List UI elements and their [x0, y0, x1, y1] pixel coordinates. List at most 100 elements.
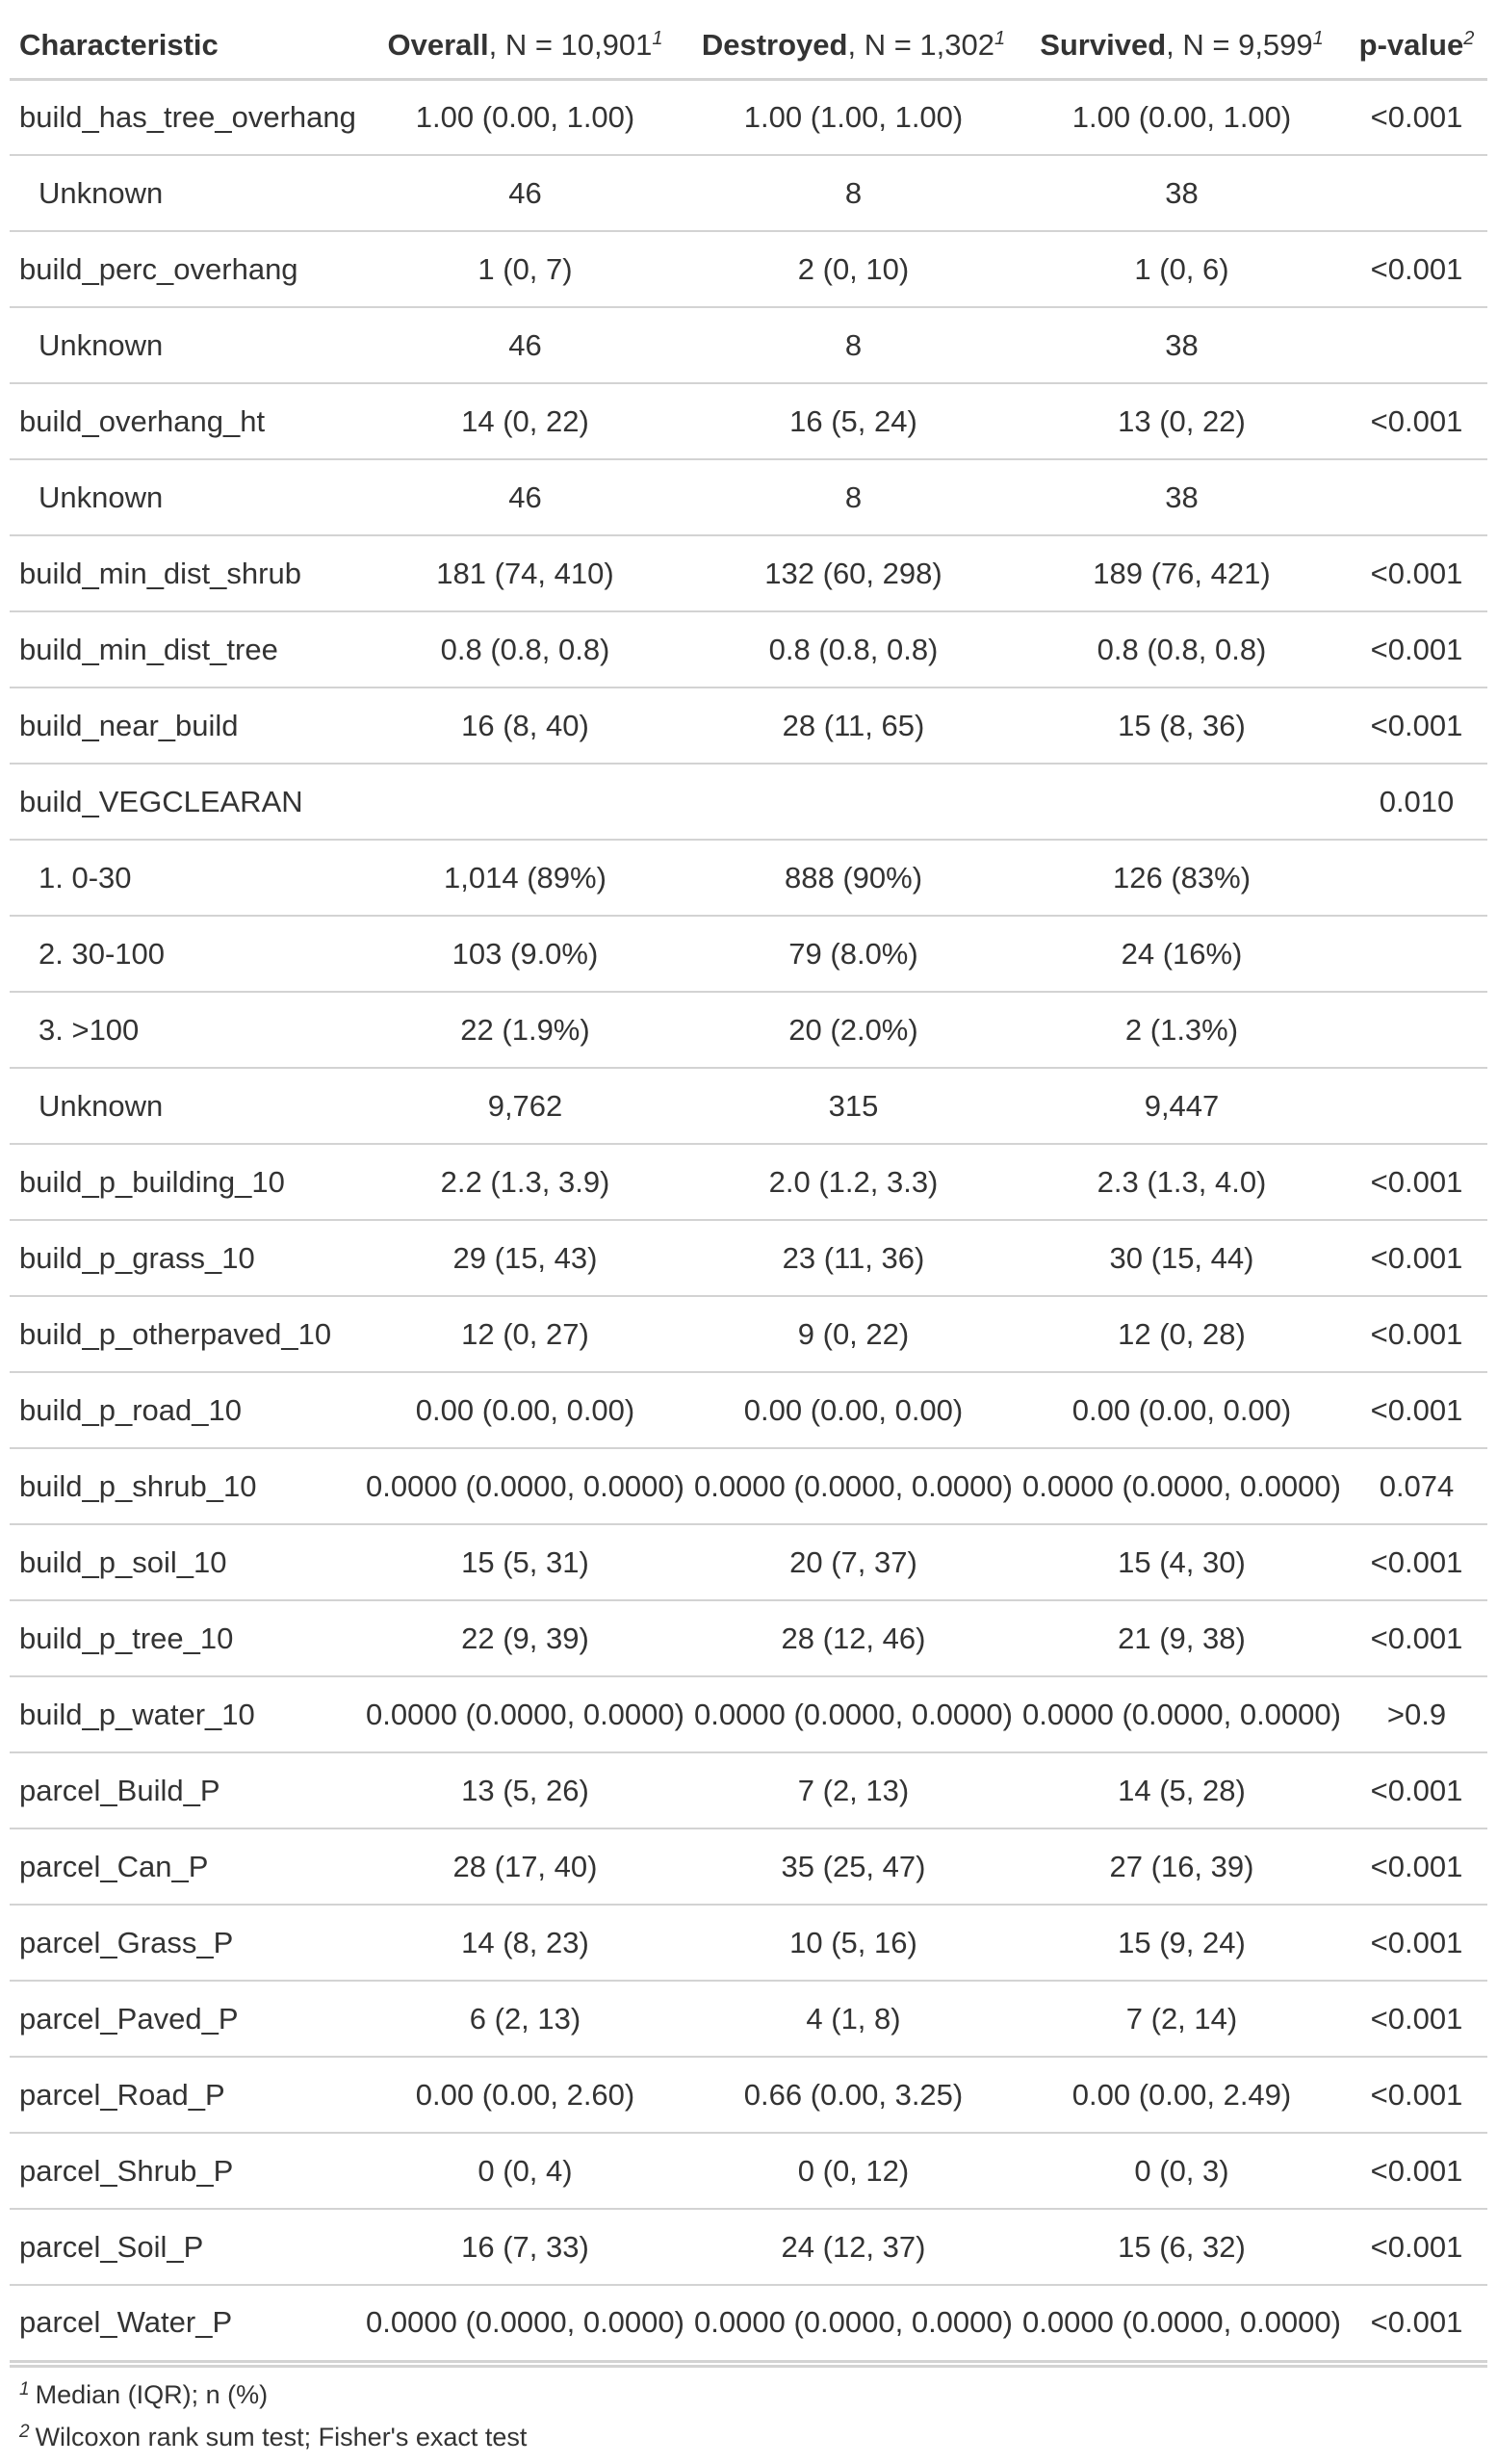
table-row: build_p_soil_10 15 (5, 31) 20 (7, 37) 15 (4…	[10, 1524, 1487, 1601]
cell-destroyed: 8	[689, 459, 1018, 536]
cell-survived: 38	[1018, 155, 1346, 232]
row-label: 1. 0-30	[10, 840, 361, 917]
cell-p-value	[1346, 307, 1487, 384]
table-body: build_has_tree_overhang 1.00 (0.00, 1.00)…	[10, 79, 1487, 2363]
cell-survived: 9,447	[1018, 1068, 1346, 1145]
cell-destroyed: 2 (0, 10)	[689, 231, 1018, 308]
cell-survived: 2.3 (1.3, 4.0)	[1018, 1144, 1346, 1221]
cell-survived: 0.00 (0.00, 0.00)	[1018, 1372, 1346, 1449]
cell-overall: 0.8 (0.8, 0.8)	[361, 611, 689, 688]
cell-overall: 1,014 (89%)	[361, 840, 689, 917]
table-row: build_p_grass_10 29 (15, 43) 23 (11, 36) 30…	[10, 1220, 1487, 1297]
table-row: build_near_build 16 (8, 40) 28 (11, 65) 15 …	[10, 687, 1487, 765]
table-row: build_perc_overhang 1 (0, 7) 2 (0, 10) 1 (0…	[10, 231, 1487, 308]
table-row: parcel_Paved_P 6 (2, 13) 4 (1, 8) 7 (2, 14)…	[10, 1981, 1487, 2058]
cell-destroyed: 8	[689, 155, 1018, 232]
cell-p-value: <0.001	[1346, 1220, 1487, 1297]
footnotes: 1 Median (IQR); n (%) 2 Wilcoxon rank sum t…	[10, 2373, 1487, 2458]
row-label: build_p_tree_10	[10, 1600, 361, 1677]
cell-destroyed: 0.00 (0.00, 0.00)	[689, 1372, 1018, 1449]
cell-overall: 1 (0, 7)	[361, 231, 689, 308]
cell-overall: 1.00 (0.00, 1.00)	[361, 79, 689, 156]
cell-p-value: <0.001	[1346, 2057, 1487, 2134]
cell-survived: 38	[1018, 459, 1346, 536]
cell-survived: 12 (0, 28)	[1018, 1296, 1346, 1373]
row-label: build_has_tree_overhang	[10, 79, 361, 156]
row-label: Unknown	[10, 1068, 361, 1145]
table-row: build_min_dist_tree 0.8 (0.8, 0.8) 0.8 (0.…	[10, 611, 1487, 688]
row-label: build_p_soil_10	[10, 1524, 361, 1601]
footnote-rule	[10, 2364, 1487, 2368]
cell-survived: 7 (2, 14)	[1018, 1981, 1346, 2058]
cell-p-value: 0.010	[1346, 764, 1487, 841]
cell-survived: 0.8 (0.8, 0.8)	[1018, 611, 1346, 688]
cell-survived: 0.0000 (0.0000, 0.0000)	[1018, 2285, 1346, 2363]
cell-survived: 38	[1018, 307, 1346, 384]
cell-p-value: <0.001	[1346, 2133, 1487, 2210]
cell-survived: 15 (6, 32)	[1018, 2209, 1346, 2286]
cell-survived: 15 (4, 30)	[1018, 1524, 1346, 1601]
cell-p-value: <0.001	[1346, 2285, 1487, 2363]
cell-survived: 13 (0, 22)	[1018, 383, 1346, 460]
table-row: Unknown 9,762 315 9,447	[10, 1068, 1487, 1145]
cell-overall: 12 (0, 27)	[361, 1296, 689, 1373]
row-label: parcel_Road_P	[10, 2057, 361, 2134]
cell-destroyed: 0.0000 (0.0000, 0.0000)	[689, 1676, 1018, 1753]
cell-destroyed: 0 (0, 12)	[689, 2133, 1018, 2210]
header-p-value: p-value2	[1346, 13, 1487, 81]
footnote-mark: 2	[19, 2421, 30, 2442]
cell-overall: 46	[361, 307, 689, 384]
cell-destroyed: 8	[689, 307, 1018, 384]
row-label: build_near_build	[10, 687, 361, 765]
cell-destroyed: 9 (0, 22)	[689, 1296, 1018, 1373]
cell-overall: 0.0000 (0.0000, 0.0000)	[361, 1448, 689, 1525]
cell-survived: 14 (5, 28)	[1018, 1752, 1346, 1829]
cell-destroyed: 20 (7, 37)	[689, 1524, 1018, 1601]
table-row: build_p_water_10 0.0000 (0.0000, 0.0000) 0…	[10, 1676, 1487, 1753]
header-overall: Overall, N = 10,9011	[361, 13, 689, 81]
table-row: build_p_shrub_10 0.0000 (0.0000, 0.0000) 0…	[10, 1448, 1487, 1525]
table-row: parcel_Water_P 0.0000 (0.0000, 0.0000) 0.0…	[10, 2285, 1487, 2363]
cell-overall: 15 (5, 31)	[361, 1524, 689, 1601]
cell-overall: 181 (74, 410)	[361, 535, 689, 612]
row-label: build_VEGCLEARAN	[10, 764, 361, 841]
row-label: build_p_grass_10	[10, 1220, 361, 1297]
table-row: build_overhang_ht 14 (0, 22) 16 (5, 24) 13 …	[10, 383, 1487, 460]
footnote-text: Median (IQR); n (%)	[35, 2379, 269, 2409]
cell-overall: 22 (1.9%)	[361, 992, 689, 1069]
table-row: Unknown 46 8 38	[10, 307, 1487, 384]
cell-p-value: >0.9	[1346, 1676, 1487, 1753]
cell-destroyed: 10 (5, 16)	[689, 1905, 1018, 1982]
cell-overall: 29 (15, 43)	[361, 1220, 689, 1297]
cell-p-value: <0.001	[1346, 1296, 1487, 1373]
cell-p-value: <0.001	[1346, 79, 1487, 156]
cell-survived: 15 (8, 36)	[1018, 687, 1346, 765]
cell-destroyed: 888 (90%)	[689, 840, 1018, 917]
cell-survived	[1018, 764, 1346, 841]
table-row: 2. 30-100 103 (9.0%) 79 (8.0%) 24 (16%)	[10, 916, 1487, 993]
cell-destroyed: 28 (11, 65)	[689, 687, 1018, 765]
cell-p-value: <0.001	[1346, 1829, 1487, 1906]
cell-survived: 0.00 (0.00, 2.49)	[1018, 2057, 1346, 2134]
cell-survived: 1.00 (0.00, 1.00)	[1018, 79, 1346, 156]
cell-destroyed: 0.0000 (0.0000, 0.0000)	[689, 2285, 1018, 2363]
row-label: parcel_Paved_P	[10, 1981, 361, 2058]
cell-overall: 0.00 (0.00, 0.00)	[361, 1372, 689, 1449]
cell-overall: 14 (0, 22)	[361, 383, 689, 460]
row-label: Unknown	[10, 459, 361, 536]
cell-survived: 15 (9, 24)	[1018, 1905, 1346, 1982]
cell-p-value: <0.001	[1346, 1905, 1487, 1982]
cell-overall: 103 (9.0%)	[361, 916, 689, 993]
cell-overall: 16 (7, 33)	[361, 2209, 689, 2286]
cell-overall: 46	[361, 459, 689, 536]
cell-survived: 24 (16%)	[1018, 916, 1346, 993]
cell-p-value	[1346, 992, 1487, 1069]
cell-survived: 0.0000 (0.0000, 0.0000)	[1018, 1676, 1346, 1753]
cell-destroyed: 2.0 (1.2, 3.3)	[689, 1144, 1018, 1221]
table-row: build_min_dist_shrub 181 (74, 410) 132 (60…	[10, 535, 1487, 612]
cell-survived: 0.0000 (0.0000, 0.0000)	[1018, 1448, 1346, 1525]
footnote-text: Wilcoxon rank sum test; Fisher's exact t…	[35, 2422, 528, 2451]
row-label: 3. >100	[10, 992, 361, 1069]
cell-p-value: <0.001	[1346, 1752, 1487, 1829]
cell-p-value	[1346, 155, 1487, 232]
